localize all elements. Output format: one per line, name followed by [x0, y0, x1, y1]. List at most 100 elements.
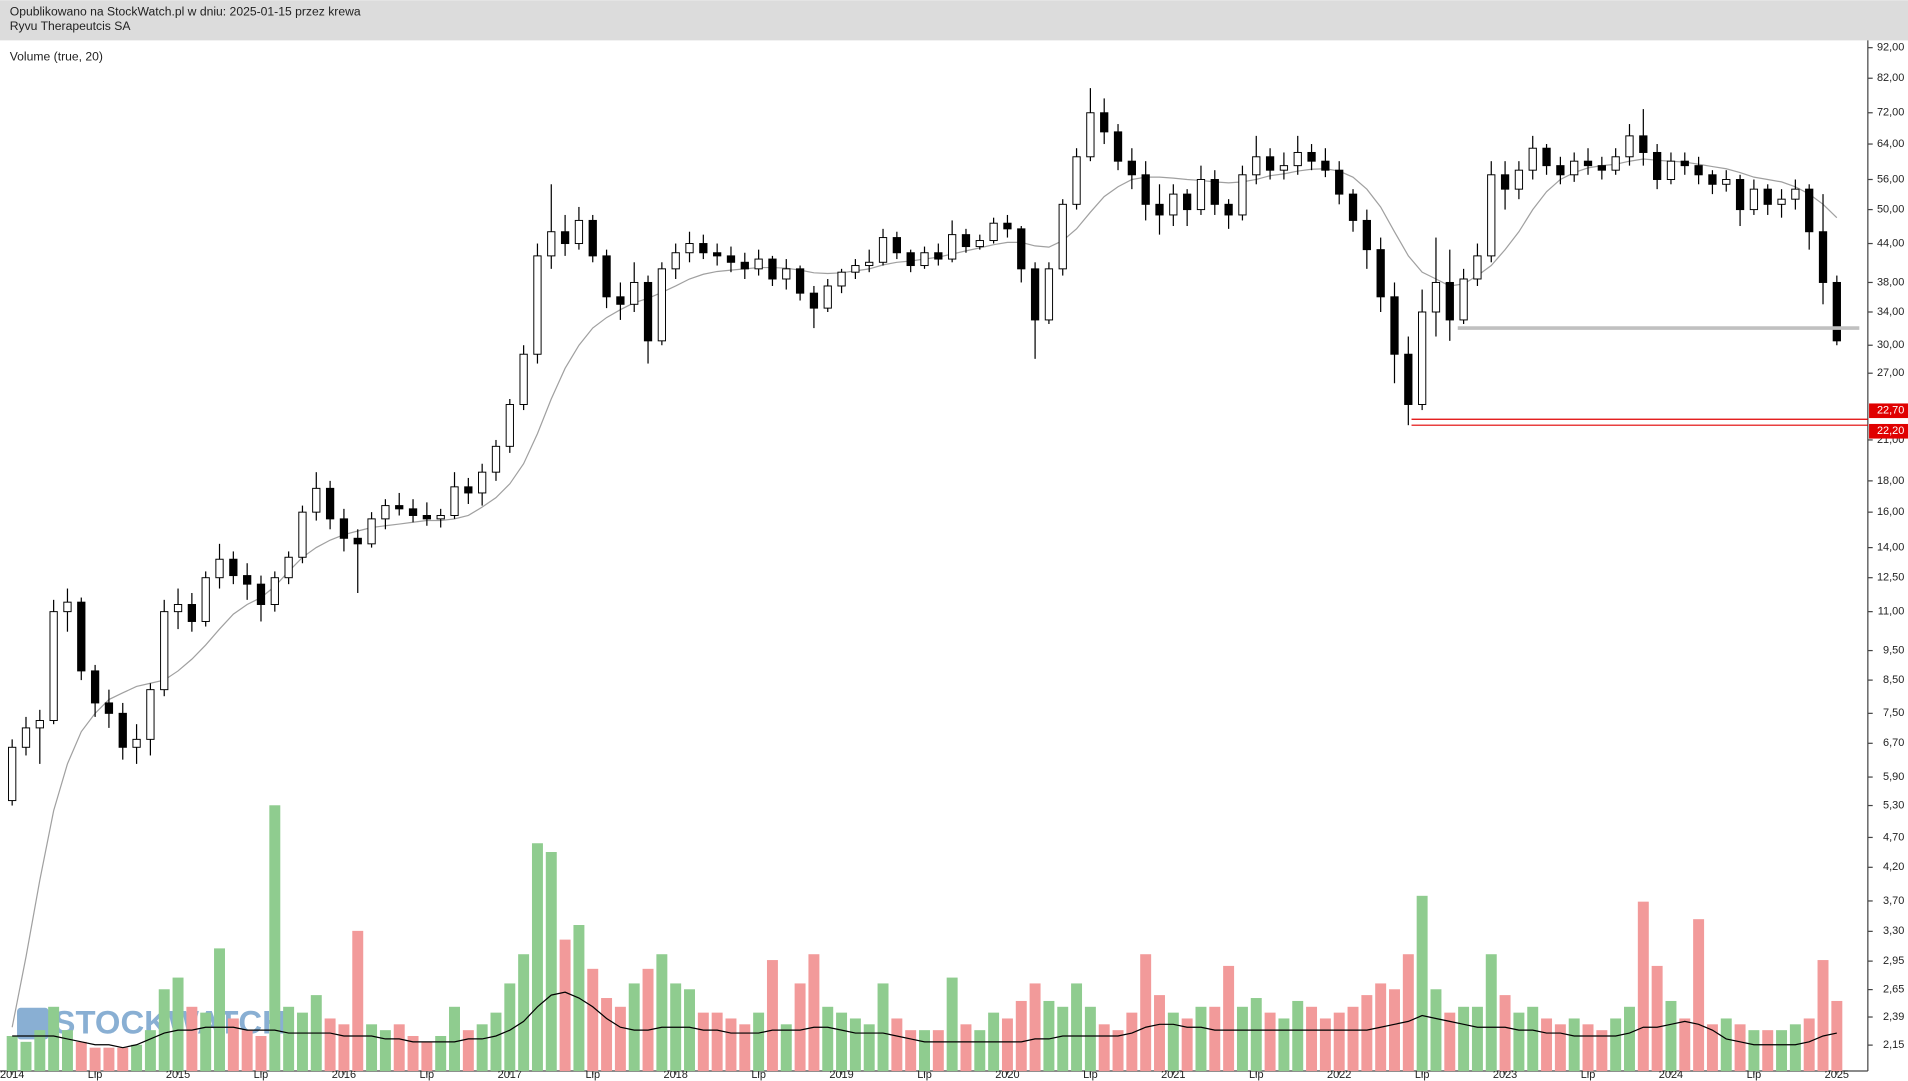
volume-bar	[739, 1024, 751, 1072]
volume-bar	[172, 977, 184, 1072]
y-tick-label: 11,00	[1878, 606, 1905, 618]
y-tick-label: 8,50	[1883, 674, 1904, 686]
volume-bar	[1610, 1018, 1622, 1072]
volume-bar	[48, 1006, 60, 1072]
volume-bar	[462, 1030, 474, 1072]
candle-body	[795, 268, 805, 294]
volume-bar	[1292, 1000, 1304, 1072]
x-tick-label: 2016	[332, 1069, 356, 1081]
volume-bar	[766, 960, 778, 1072]
volume-bar	[919, 1030, 930, 1072]
candle-body	[1625, 135, 1634, 158]
candle-body	[1652, 151, 1662, 180]
volume-bar	[960, 1024, 972, 1072]
volume-bar	[1527, 1006, 1539, 1072]
candle-body	[8, 746, 17, 802]
volume-average-line	[12, 991, 1837, 1049]
header-bar	[0, 0, 1908, 41]
x-tick-label: 2025	[1825, 1069, 1849, 1081]
y-tick-label: 64,00	[1877, 138, 1904, 150]
volume-bar	[1776, 1030, 1788, 1072]
volume-bar	[518, 954, 530, 1072]
level-label-box	[1869, 423, 1908, 439]
candle-body	[1749, 188, 1759, 211]
candle-body	[671, 252, 680, 270]
volume-bar	[1568, 1018, 1580, 1072]
y-tick-label: 2,65	[1883, 983, 1904, 995]
volume-bar	[1720, 1018, 1732, 1072]
volume-bar	[1651, 965, 1663, 1072]
candle-body	[146, 689, 155, 740]
x-tick-label: Lip	[1415, 1069, 1430, 1081]
candle-body	[1404, 353, 1413, 405]
volume-bar	[89, 1047, 101, 1072]
volume-bar	[905, 1030, 917, 1072]
candle-body	[1777, 198, 1786, 205]
candle-body	[408, 508, 418, 516]
candle-body	[1431, 281, 1441, 313]
y-tick-label: 34,00	[1877, 306, 1904, 318]
candle-body	[1542, 147, 1551, 167]
volume-bar	[1361, 995, 1373, 1072]
candle-body	[547, 231, 556, 257]
candle-body	[1680, 160, 1689, 167]
candle-body	[353, 537, 362, 545]
candle-body	[809, 292, 819, 309]
volume-bar	[1043, 1000, 1055, 1072]
volume-bar	[932, 1030, 944, 1072]
candle-body	[381, 505, 390, 520]
volume-bar	[822, 1006, 834, 1072]
x-tick-label: Lip	[1581, 1069, 1596, 1081]
volume-bar	[20, 1041, 32, 1072]
volume-bar	[1817, 960, 1829, 1072]
candle-body	[920, 252, 929, 267]
y-tick-label: 72,00	[1877, 107, 1904, 119]
volume-bar	[849, 1018, 861, 1072]
candle-body	[643, 281, 653, 342]
volume-bar	[103, 1047, 115, 1072]
candle-body	[464, 486, 473, 494]
candle-body	[63, 601, 72, 613]
candle-body	[1597, 165, 1606, 171]
y-tick-label: 92,00	[1877, 42, 1904, 54]
volume-bar	[421, 1041, 433, 1072]
volume-bar	[1154, 995, 1165, 1072]
volume-bar	[1140, 954, 1152, 1072]
candle-body	[1252, 156, 1261, 176]
volume-bar	[1236, 1006, 1248, 1072]
volume-bar	[1471, 1006, 1483, 1072]
candle-body	[312, 487, 321, 513]
candle-body	[450, 486, 459, 516]
x-tick-label: 2019	[829, 1069, 853, 1081]
candle-body	[1155, 203, 1164, 216]
volume-bar	[780, 1024, 792, 1072]
chart-title: Ryvu Therapeutcis SA	[10, 19, 132, 33]
volume-bar	[1665, 1000, 1677, 1072]
candle-body	[367, 518, 376, 545]
volume-bar	[1402, 954, 1414, 1072]
candle-body	[491, 445, 501, 473]
volume-bar	[808, 954, 820, 1072]
volume-bar	[1181, 1018, 1193, 1072]
candle-body	[1611, 156, 1620, 171]
volume-bar	[1347, 1006, 1359, 1072]
y-tick-label: 4,70	[1883, 831, 1904, 843]
x-tick-label: 2021	[1161, 1069, 1185, 1081]
y-tick-label: 12,50	[1877, 572, 1904, 584]
candle-body	[1362, 219, 1371, 251]
candle-body	[782, 268, 791, 280]
candle-body	[1390, 296, 1399, 355]
volume-bar	[1582, 1024, 1594, 1072]
candle-body	[1708, 174, 1717, 185]
candle-body	[436, 515, 445, 520]
y-tick-label: 18,00	[1877, 475, 1904, 487]
volume-bar	[1278, 1018, 1290, 1072]
candle-body	[588, 219, 597, 257]
y-tick-label: 2,95	[1883, 955, 1904, 967]
candle-body	[1722, 179, 1731, 185]
volume-bar	[283, 1006, 295, 1072]
candle-body	[243, 575, 252, 585]
volume-bar	[725, 1018, 737, 1072]
candle-body	[878, 237, 888, 263]
y-tick-label: 5,90	[1883, 771, 1904, 783]
